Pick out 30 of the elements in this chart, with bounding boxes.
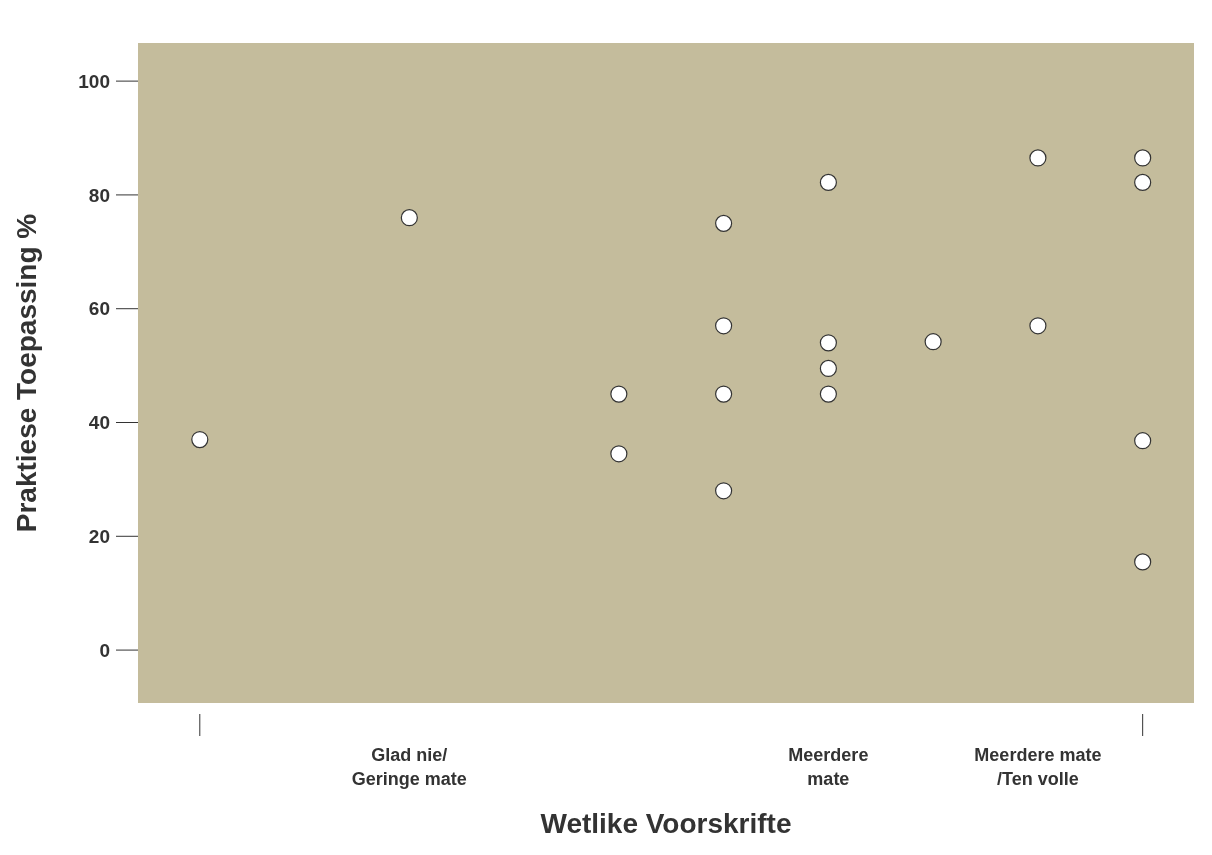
y-tick-label: 40 bbox=[88, 412, 110, 434]
point bbox=[1134, 173, 1152, 191]
point bbox=[819, 385, 837, 403]
point bbox=[191, 430, 209, 449]
x-tick-label: Meerdere mate bbox=[788, 745, 869, 789]
y-tick-label: 0 bbox=[99, 639, 110, 661]
y-axis-title: Praktiese Toepassing % bbox=[10, 213, 42, 533]
point bbox=[1029, 317, 1047, 335]
point bbox=[819, 173, 837, 191]
point bbox=[1029, 149, 1047, 167]
x-axis-title: Wetlike Voorskrifte bbox=[540, 808, 792, 839]
point bbox=[1134, 149, 1152, 167]
point bbox=[715, 214, 733, 232]
point bbox=[400, 209, 418, 227]
point bbox=[924, 333, 942, 351]
point bbox=[819, 359, 837, 378]
y-tick-label: 80 bbox=[88, 184, 110, 206]
point bbox=[715, 317, 733, 335]
point bbox=[715, 385, 733, 403]
point bbox=[610, 385, 628, 403]
point bbox=[715, 482, 733, 500]
point bbox=[1134, 432, 1152, 450]
point bbox=[610, 445, 628, 463]
y-tick-label: 60 bbox=[88, 298, 110, 320]
x-tick-label: Glad nie/ Geringe mate bbox=[351, 745, 467, 789]
y-tick-label: 20 bbox=[88, 526, 110, 548]
point bbox=[1134, 553, 1152, 571]
y-tick-label: 100 bbox=[78, 70, 110, 92]
x-tick-label: Meerdere mate /Ten volle bbox=[974, 745, 1102, 789]
point bbox=[819, 334, 837, 352]
